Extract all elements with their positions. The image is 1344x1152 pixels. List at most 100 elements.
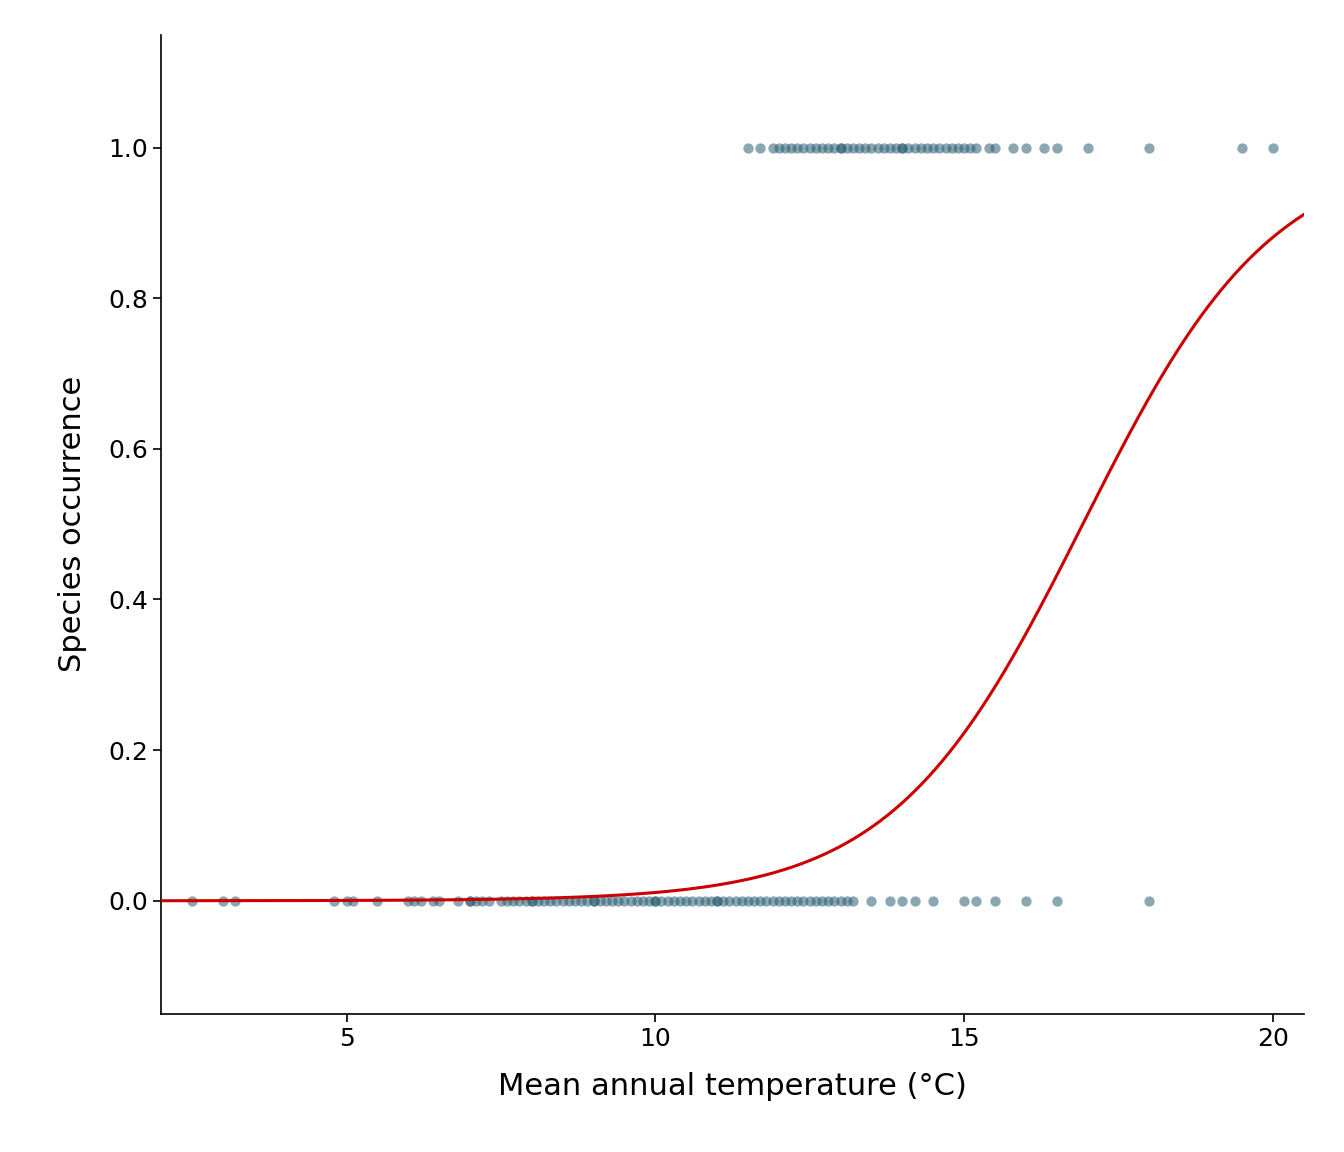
Point: [984, 892, 1005, 910]
Point: [496, 892, 517, 910]
Point: [1015, 138, 1036, 157]
Point: [860, 892, 882, 910]
Point: [676, 892, 698, 910]
Point: [867, 138, 888, 157]
Point: [898, 138, 919, 157]
Point: [539, 892, 560, 910]
Point: [429, 892, 450, 910]
Point: [960, 138, 981, 157]
Point: [860, 138, 882, 157]
Point: [570, 892, 591, 910]
Point: [1003, 138, 1024, 157]
Point: [341, 892, 363, 910]
Point: [737, 892, 758, 910]
Point: [1046, 892, 1067, 910]
Point: [935, 138, 957, 157]
Point: [984, 138, 1005, 157]
Point: [886, 138, 907, 157]
Point: [879, 892, 900, 910]
Point: [491, 892, 512, 910]
Point: [589, 892, 610, 910]
Point: [905, 138, 926, 157]
Point: [546, 892, 567, 910]
Point: [953, 138, 974, 157]
Point: [731, 892, 753, 910]
Point: [410, 892, 431, 910]
Point: [786, 892, 808, 910]
Point: [891, 138, 913, 157]
Point: [798, 138, 820, 157]
Point: [793, 138, 814, 157]
Point: [403, 892, 425, 910]
Point: [700, 892, 722, 910]
Point: [583, 892, 605, 910]
Point: [824, 138, 845, 157]
Point: [515, 892, 536, 910]
Point: [645, 892, 667, 910]
Point: [422, 892, 444, 910]
Point: [1231, 138, 1253, 157]
Point: [465, 892, 487, 910]
Point: [212, 892, 234, 910]
Point: [743, 892, 765, 910]
Point: [626, 892, 648, 910]
Point: [614, 892, 636, 910]
Point: [953, 892, 974, 910]
Point: [805, 138, 827, 157]
Point: [669, 892, 691, 910]
Point: [1262, 138, 1284, 157]
Point: [657, 892, 679, 910]
Point: [1046, 138, 1067, 157]
Point: [645, 892, 667, 910]
Point: [891, 138, 913, 157]
Point: [724, 892, 746, 910]
Point: [1138, 892, 1160, 910]
Point: [812, 138, 833, 157]
Point: [336, 892, 358, 910]
Point: [638, 892, 660, 910]
Point: [650, 892, 672, 910]
Point: [793, 892, 814, 910]
Point: [521, 892, 543, 910]
Point: [460, 892, 481, 910]
Point: [707, 892, 728, 910]
Point: [874, 138, 895, 157]
Point: [601, 892, 622, 910]
Point: [941, 138, 962, 157]
Point: [448, 892, 469, 910]
Point: [848, 138, 870, 157]
Point: [694, 892, 715, 910]
Point: [829, 138, 851, 157]
Point: [781, 138, 802, 157]
Point: [978, 138, 1000, 157]
Point: [663, 892, 684, 910]
Point: [891, 892, 913, 910]
Point: [367, 892, 388, 910]
Point: [478, 892, 500, 910]
Point: [398, 892, 419, 910]
Point: [583, 892, 605, 910]
Point: [607, 892, 629, 910]
Point: [552, 892, 574, 910]
Point: [774, 138, 796, 157]
Point: [929, 138, 950, 157]
Point: [836, 892, 857, 910]
Point: [817, 892, 839, 910]
Point: [829, 892, 851, 910]
Point: [1077, 138, 1098, 157]
Point: [762, 892, 784, 910]
Point: [707, 892, 728, 910]
Point: [521, 892, 543, 910]
Point: [812, 892, 833, 910]
Point: [688, 892, 710, 910]
X-axis label: Mean annual temperature (°C): Mean annual temperature (°C): [499, 1071, 966, 1101]
Y-axis label: Species occurrence: Species occurrence: [58, 376, 87, 673]
Point: [181, 892, 203, 910]
Point: [843, 892, 864, 910]
Point: [781, 892, 802, 910]
Point: [755, 892, 777, 910]
Point: [737, 138, 758, 157]
Point: [817, 138, 839, 157]
Point: [712, 892, 734, 910]
Point: [1034, 138, 1055, 157]
